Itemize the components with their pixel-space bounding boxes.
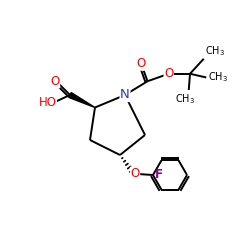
Text: CH$_3$: CH$_3$ xyxy=(175,92,195,106)
Text: O: O xyxy=(164,67,173,80)
Text: HO: HO xyxy=(38,96,56,109)
Text: N: N xyxy=(120,88,130,102)
Text: CH$_3$: CH$_3$ xyxy=(205,44,225,58)
Text: O: O xyxy=(50,75,59,88)
Text: F: F xyxy=(155,168,163,181)
Polygon shape xyxy=(69,92,95,108)
Text: O: O xyxy=(130,167,140,180)
Text: CH$_3$: CH$_3$ xyxy=(208,70,228,85)
Text: O: O xyxy=(136,57,146,70)
